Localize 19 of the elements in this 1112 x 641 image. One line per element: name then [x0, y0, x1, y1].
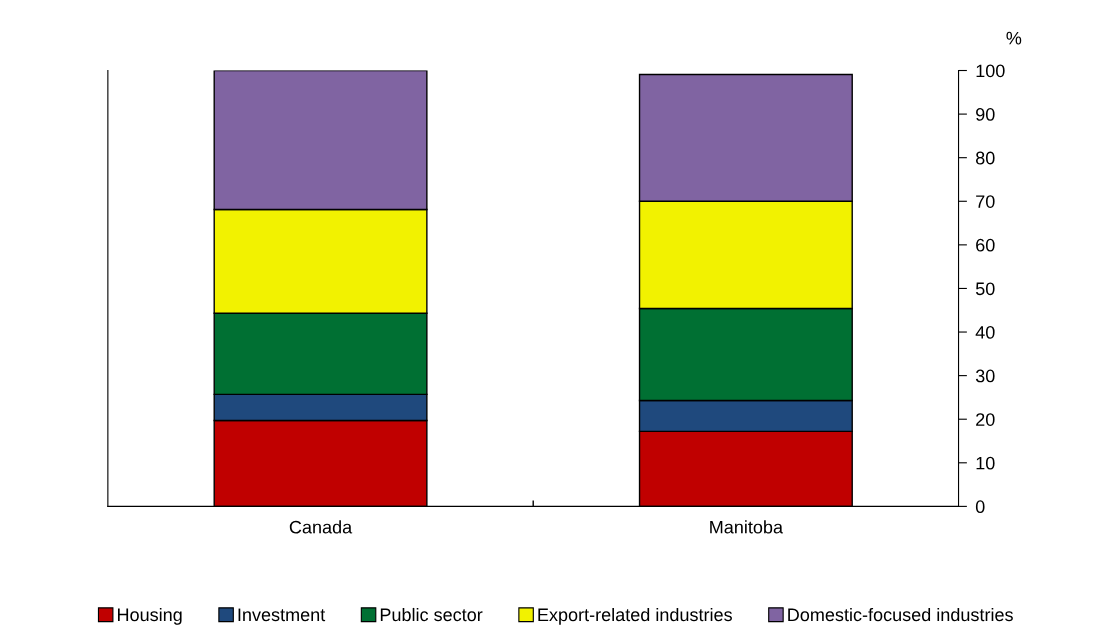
- y-tick-label: 90: [976, 108, 995, 121]
- y-axis-title: %: [1006, 31, 1022, 45]
- legend-label: Investment: [238, 608, 326, 622]
- x-tick-label: Manitoba: [710, 520, 784, 534]
- legend-label: Public sector: [380, 607, 483, 622]
- y-tick-label: 30: [975, 369, 995, 383]
- legend-label: Housing: [118, 607, 182, 625]
- y-tick-label: 10: [976, 456, 995, 470]
- y-tick-label: 50: [975, 282, 995, 296]
- legend-label: Domestic-focused industries: [788, 607, 1013, 622]
- x-tick-label: Canada: [289, 520, 353, 534]
- legend-label: Export-related industries: [538, 607, 732, 625]
- y-tick-label: 70: [976, 195, 995, 208]
- y-tick-label: 80: [975, 151, 995, 165]
- y-tick-label: 60: [976, 238, 995, 252]
- y-tick-label: 100: [976, 64, 1005, 78]
- y-tick-label: 20: [976, 413, 995, 426]
- y-tick-label: 40: [975, 325, 995, 339]
- y-tick-label: 0: [975, 500, 985, 514]
